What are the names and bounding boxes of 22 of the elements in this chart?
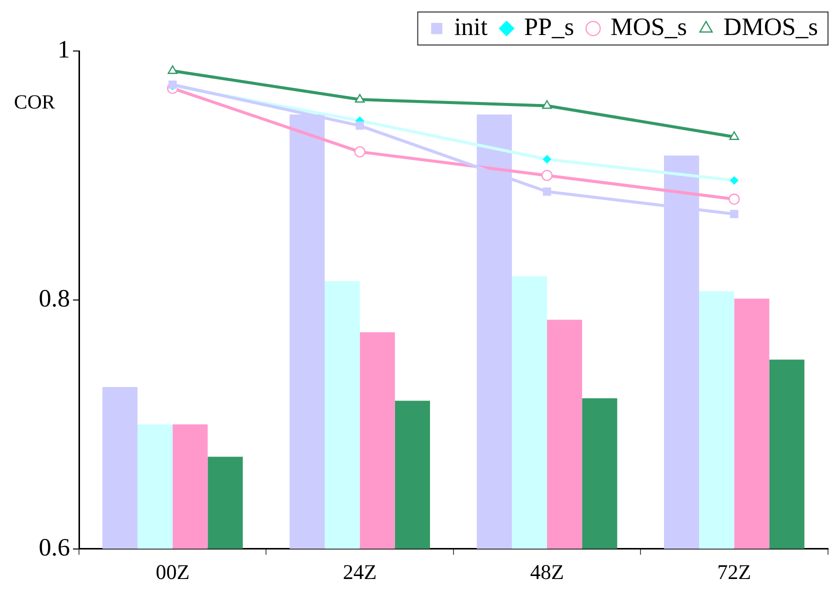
y-tick-label: 0.6 <box>38 534 70 562</box>
point <box>729 131 740 140</box>
point <box>354 94 365 103</box>
legend-label: MOS_s <box>610 14 688 42</box>
point <box>168 65 178 74</box>
x-tick-label: 24Z <box>342 560 377 584</box>
point <box>354 146 366 158</box>
point <box>541 170 553 182</box>
point <box>542 100 552 109</box>
x-tick-label: 00Z <box>156 560 190 584</box>
y-axis-title: COR <box>14 91 56 114</box>
point <box>356 122 364 130</box>
legend-label: DMOS_s <box>724 14 818 42</box>
y-tick-label: 1 <box>58 36 70 64</box>
x-tick-label: 72Z <box>717 560 752 584</box>
point <box>542 187 552 196</box>
y-tick-label: 0.8 <box>38 285 70 312</box>
x-tick-label: 48Z <box>530 560 564 584</box>
legend-label: init <box>454 14 488 42</box>
point <box>730 210 738 218</box>
legend-label: PP_s <box>524 14 574 42</box>
point <box>728 193 740 205</box>
